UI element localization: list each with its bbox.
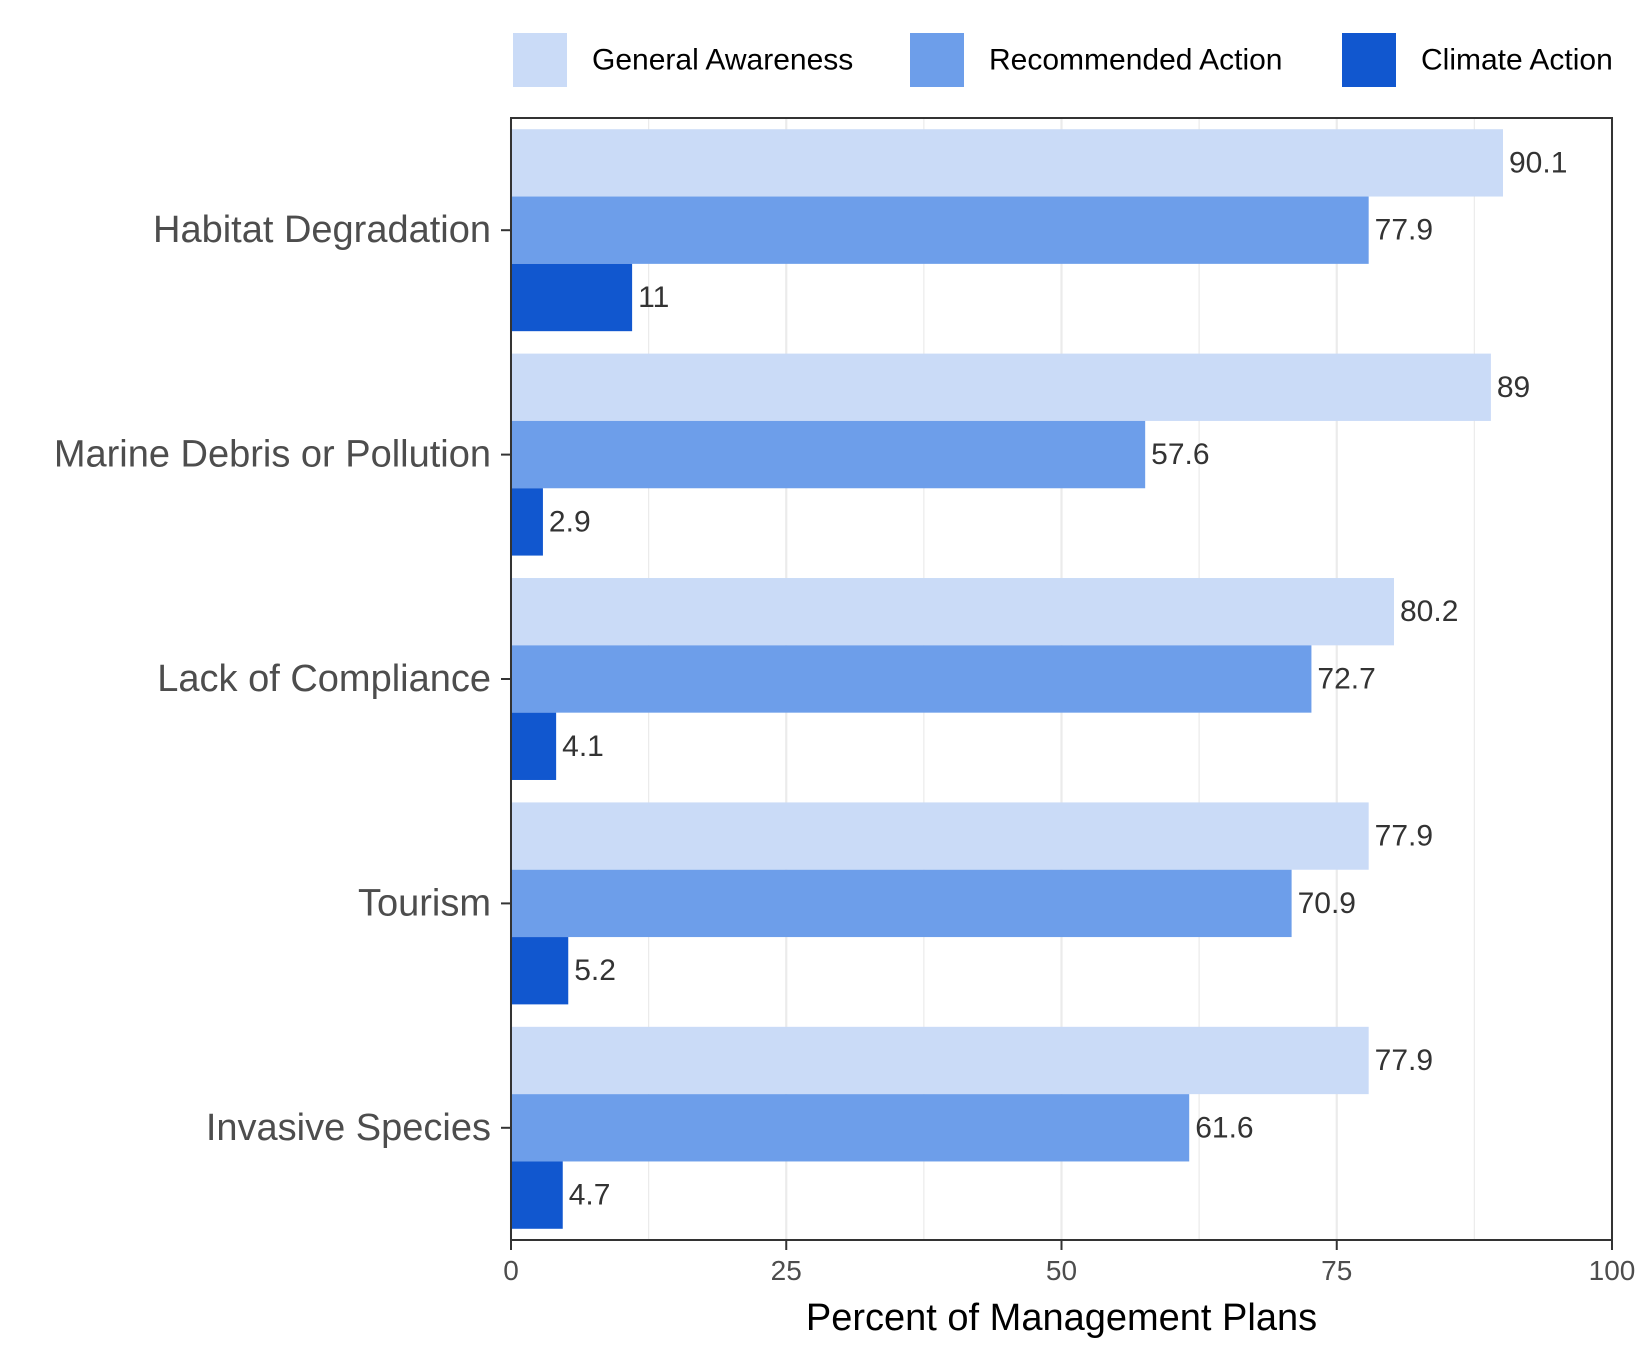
legend-key-recommended-action	[910, 33, 964, 87]
bar-general-awareness	[511, 578, 1395, 646]
bar-climate-action	[511, 937, 569, 1005]
legend-label-climate-action: Climate Action	[1421, 44, 1613, 77]
bar-general-awareness	[511, 802, 1369, 870]
data-label: 77.9	[1375, 214, 1433, 247]
legend: General Awareness Recommended Action Clima…	[513, 33, 1613, 87]
bar-recommended-action	[511, 420, 1146, 489]
data-label: 4.1	[562, 730, 604, 763]
y-tick-label: Invasive Species	[206, 1107, 491, 1149]
data-label: 2.9	[549, 505, 591, 538]
data-label: 80.2	[1400, 595, 1458, 628]
data-label: 61.6	[1195, 1111, 1253, 1144]
bar-recommended-action	[511, 869, 1292, 938]
x-axis-title: Percent of Management Plans	[806, 1297, 1317, 1339]
bar-climate-action	[511, 263, 633, 332]
legend-label-general-awareness: General Awareness	[592, 44, 853, 77]
y-tick-label: Habitat Degradation	[153, 209, 491, 251]
y-tick-label: Lack of Compliance	[157, 658, 491, 700]
data-label: 77.9	[1375, 1044, 1433, 1077]
bar-climate-action	[511, 488, 543, 556]
bar-recommended-action	[511, 196, 1369, 264]
value-labels: 90.1 77.9 11 89 57.6 2.9 80.2 72.7 4.1 77.9 70.9 5.…	[549, 146, 1567, 1211]
bar-general-awareness	[511, 129, 1504, 197]
bars	[511, 129, 1504, 1229]
x-tick-label: 100	[1589, 1255, 1636, 1286]
x-tick-label: 0	[503, 1255, 519, 1286]
x-tick-label: 25	[771, 1255, 802, 1286]
data-label: 70.9	[1298, 887, 1356, 920]
data-label: 57.6	[1151, 438, 1209, 471]
legend-label-recommended-action: Recommended Action	[989, 44, 1283, 77]
data-label: 89	[1497, 371, 1530, 404]
axes: Habitat Degradation Marine Debris or Poll…	[54, 209, 1636, 1286]
y-tick-label: Marine Debris or Pollution	[54, 434, 491, 476]
data-label: 5.2	[574, 954, 616, 987]
bar-recommended-action	[511, 645, 1312, 713]
bar-climate-action	[511, 712, 557, 780]
data-label: 4.7	[569, 1179, 611, 1212]
data-label: 77.9	[1375, 820, 1433, 853]
bar-general-awareness	[511, 1026, 1369, 1095]
data-label: 90.1	[1509, 146, 1567, 179]
x-tick-label: 50	[1046, 1255, 1077, 1286]
data-label: 11	[638, 281, 669, 314]
bar-climate-action	[511, 1161, 563, 1229]
x-tick-label: 75	[1321, 1255, 1352, 1286]
bar-general-awareness	[511, 353, 1491, 421]
legend-key-climate-action	[1342, 33, 1396, 87]
legend-key-general-awareness	[513, 33, 567, 87]
bar-recommended-action	[511, 1094, 1190, 1162]
y-tick-label: Tourism	[358, 882, 491, 924]
data-label: 72.7	[1317, 663, 1375, 696]
